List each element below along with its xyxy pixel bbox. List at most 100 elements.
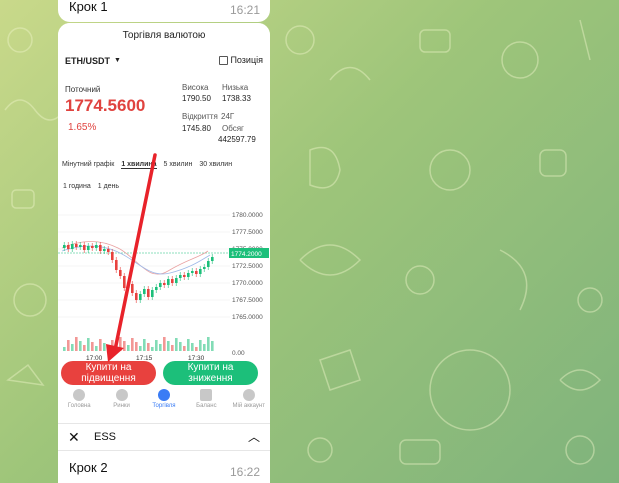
ess-label: ESS <box>94 431 117 443</box>
trading-screenshot[interactable]: Торгівля валютою ETH/USDT ▼ Позиція Пото… <box>58 23 270 423</box>
volume-bar <box>159 344 162 351</box>
candle <box>159 283 162 287</box>
candle <box>115 260 118 270</box>
candle <box>171 279 174 283</box>
tab-minute-chart[interactable]: Мінутний графік <box>62 161 115 168</box>
candle <box>79 245 82 247</box>
volume-bar <box>131 338 134 351</box>
nav-account[interactable]: Мій аккаунт <box>228 389 270 423</box>
trading-icon <box>157 389 170 401</box>
y-tick-label: 0.00 <box>232 350 245 357</box>
candle <box>135 293 138 300</box>
volume-bar <box>111 340 114 351</box>
volume-bar <box>147 343 150 351</box>
buy-down-button[interactable]: Купити на зниження <box>163 361 258 385</box>
user-icon <box>242 389 255 401</box>
volume-bar <box>123 341 126 351</box>
close-icon[interactable]: ✕ <box>68 429 80 445</box>
message-step-1[interactable]: Крок 1 16:21 <box>58 0 270 22</box>
tab-5-minutes[interactable]: 5 хвилин <box>163 161 193 168</box>
y-tick-label: 1765.0000 <box>232 314 263 321</box>
volume-bar <box>139 346 142 351</box>
wallet-icon <box>200 389 213 401</box>
volume-bar <box>175 338 178 351</box>
candle <box>111 252 114 260</box>
candle <box>99 245 102 251</box>
app-title: Торгівля валютою <box>122 30 206 41</box>
x-tick-label: 17:30 <box>188 355 205 362</box>
ess-panel: ✕ ESS ︿ <box>58 423 270 451</box>
volume-bar <box>99 339 102 351</box>
markets-icon <box>115 389 128 401</box>
candle <box>75 244 78 247</box>
caret-down-icon[interactable]: ▼ <box>114 57 121 64</box>
nav-markets[interactable]: Ринки <box>101 389 143 423</box>
candle <box>207 261 210 267</box>
nav-balance[interactable]: Баланс <box>185 389 227 423</box>
volume-bar <box>103 343 106 351</box>
candle <box>67 245 70 249</box>
volume-bar <box>167 341 170 351</box>
candle <box>87 246 90 250</box>
candle <box>167 279 170 285</box>
candle <box>155 287 158 290</box>
period-label: 24Г <box>221 112 235 121</box>
candle <box>95 245 98 248</box>
volume-bar <box>87 338 90 351</box>
volume-bar <box>115 344 118 351</box>
volume-bar <box>163 337 166 351</box>
volume-bar <box>207 337 210 351</box>
candle <box>71 244 74 249</box>
candle <box>127 284 130 288</box>
tab-1-hour[interactable]: 1 година <box>63 183 91 190</box>
volume-bar <box>203 344 206 351</box>
candle <box>103 249 106 251</box>
y-tick-label: 1772.5000 <box>232 263 263 270</box>
volume-bar <box>67 340 70 351</box>
volume-bar <box>143 339 146 351</box>
message-step-2[interactable]: Торгівля валютою ETH/USDT ▼ Позиція Пото… <box>58 23 270 483</box>
bottom-nav: Головна Ринки Торгівля Баланс Мій аккаун… <box>58 389 270 423</box>
chevron-up-icon[interactable]: ︿ <box>247 430 260 444</box>
volume-value: 442597.79 <box>218 135 256 144</box>
volume-bar <box>155 340 158 351</box>
volume-bar <box>135 342 138 351</box>
candle <box>139 294 142 300</box>
nav-home[interactable]: Головна <box>58 389 100 423</box>
candle <box>119 270 122 276</box>
tab-1-day[interactable]: 1 день <box>97 183 120 190</box>
volume-bar <box>151 347 154 351</box>
candle <box>131 284 134 293</box>
candle <box>191 271 194 273</box>
current-price: 1774.5600 <box>65 96 146 115</box>
buy-up-button[interactable]: Купити на підвищення <box>61 361 156 385</box>
candle <box>203 267 206 269</box>
volume-bar <box>63 347 66 351</box>
low-label: Низька <box>222 83 249 92</box>
candle <box>175 278 178 283</box>
position-button[interactable]: Позиція <box>219 55 263 65</box>
candle <box>195 271 198 274</box>
tab-1-minute[interactable]: 1 хвилина <box>121 161 157 169</box>
volume-bar <box>75 337 78 351</box>
current-price-tag-text: 1774.2000 <box>231 251 262 258</box>
volume-bar <box>127 345 130 351</box>
tab-30-minutes[interactable]: 30 хвилин <box>199 161 233 168</box>
nav-trading[interactable]: Торгівля <box>143 389 185 423</box>
open-value: 1745.80 <box>182 124 211 133</box>
volume-bar <box>195 347 198 351</box>
volume-bar <box>83 345 86 351</box>
volume-bar <box>199 340 202 351</box>
volume-bar <box>179 342 182 351</box>
candle <box>179 275 182 278</box>
copy-icon <box>219 55 229 65</box>
timeframe-tabs: Мінутний графік 1 хвилина 5 хвилин 30 хв… <box>62 161 232 169</box>
pair-selector[interactable]: ETH/USDT <box>65 56 110 66</box>
candle <box>199 269 202 274</box>
message-time: 16:21 <box>229 3 260 17</box>
candlestick-chart[interactable]: 1780.00001777.50001775.00001772.50001770… <box>58 203 270 363</box>
volume-bar <box>95 346 98 351</box>
home-icon <box>73 389 86 401</box>
volume-bar <box>187 339 190 351</box>
volume-bar <box>79 341 82 351</box>
